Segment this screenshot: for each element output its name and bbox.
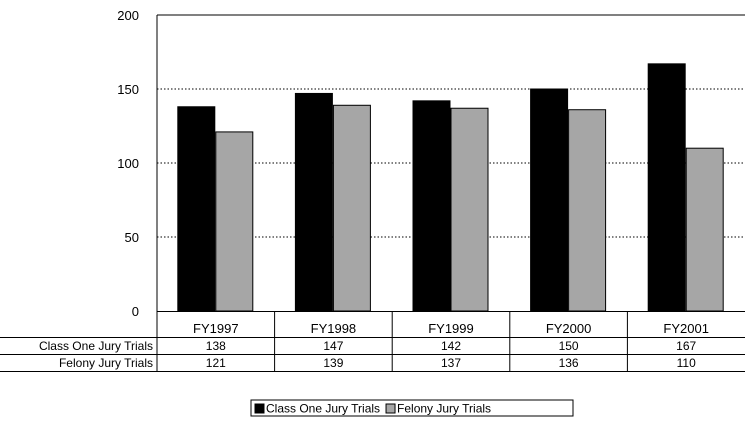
y-axis: 0 50 100 150 200 (117, 8, 139, 319)
bar-class-one-jury-trials-fy2000 (530, 88, 569, 312)
bar-felony-jury-trials-fy1997 (215, 131, 254, 312)
data-label-class-one-jury-trials-fy1998: 147 (323, 339, 343, 353)
x-tick-label-fy1998: FY1998 (311, 321, 357, 336)
data-table: FY1997 FY1998 FY1999 FY2000 FY2001 Class One … (0, 311, 745, 372)
data-label-class-one-jury-trials-fy1999: 142 (441, 339, 461, 353)
legend-swatch-class-one-jury-trials (254, 403, 265, 414)
table-row-label-felony-jury-trials: Felony Jury Trials (59, 356, 153, 370)
y-tick-label-200: 200 (117, 8, 139, 23)
data-label-felony-jury-trials-fy2000: 136 (559, 356, 579, 370)
legend-label-class-one-jury-trials: Class One Jury Trials (266, 402, 380, 416)
data-label-felony-jury-trials-fy1997: 121 (206, 356, 226, 370)
bar-felony-jury-trials-fy2001 (685, 147, 724, 312)
data-label-felony-jury-trials-fy1999: 137 (441, 356, 461, 370)
data-label-class-one-jury-trials-fy2000: 150 (559, 339, 579, 353)
y-tick-label-150: 150 (117, 82, 139, 97)
legend-label-felony-jury-trials: Felony Jury Trials (397, 402, 491, 416)
data-label-felony-jury-trials-fy1998: 139 (323, 356, 343, 370)
x-tick-label-fy1999: FY1999 (428, 321, 474, 336)
bar-felony-jury-trials-fy1998 (332, 104, 371, 312)
table-row-label-class-one-jury-trials: Class One Jury Trials (39, 339, 153, 353)
y-tick-label-0: 0 (132, 304, 139, 319)
data-label-class-one-jury-trials-fy2001: 167 (676, 339, 696, 353)
bar-class-one-jury-trials-fy1997 (177, 106, 216, 312)
gridlines (156, 14, 745, 371)
bar-class-one-jury-trials-fy1999 (412, 100, 451, 312)
x-tick-label-fy2000: FY2000 (546, 321, 592, 336)
x-tick-label-fy2001: FY2001 (663, 321, 709, 336)
legend-box (250, 399, 574, 417)
x-tick-label-fy1997: FY1997 (193, 321, 239, 336)
y-tick-label-50: 50 (125, 230, 139, 245)
bars (177, 63, 724, 312)
data-label-class-one-jury-trials-fy1997: 138 (206, 339, 226, 353)
legend-swatch-felony-jury-trials (385, 403, 396, 414)
y-tick-label-100: 100 (117, 156, 139, 171)
bar-class-one-jury-trials-fy1998 (294, 92, 333, 312)
legend: Class One Jury Trials Felony Jury Trials (250, 399, 574, 417)
data-label-felony-jury-trials-fy2001: 110 (677, 356, 696, 370)
bar-felony-jury-trials-fy2000 (568, 109, 607, 312)
bar-class-one-jury-trials-fy2001 (647, 63, 686, 312)
bar-felony-jury-trials-fy1999 (450, 107, 489, 312)
